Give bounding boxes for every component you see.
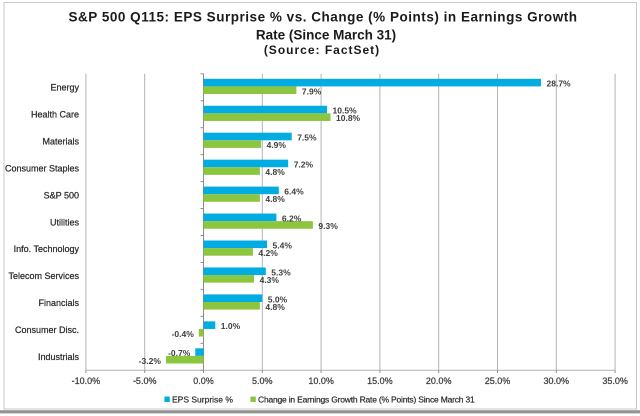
svg-text:-5.0%: -5.0%	[133, 376, 157, 386]
svg-text:5.3%: 5.3%	[271, 267, 291, 277]
svg-text:4.8%: 4.8%	[265, 302, 285, 312]
svg-text:0.0%: 0.0%	[193, 376, 214, 386]
svg-text:20.0%: 20.0%	[426, 376, 452, 386]
svg-text:9.3%: 9.3%	[318, 221, 338, 231]
svg-text:6.4%: 6.4%	[284, 186, 304, 196]
svg-text:Info. Technology: Info. Technology	[14, 244, 80, 254]
svg-text:Telecom Services: Telecom Services	[8, 271, 79, 281]
svg-text:S&P 500 Q115: EPS Surprise % v: S&P 500 Q115: EPS Surprise % vs. Change …	[68, 10, 577, 25]
svg-text:Health Care: Health Care	[31, 109, 79, 119]
svg-text:4.3%: 4.3%	[260, 275, 280, 285]
svg-text:-3.2%: -3.2%	[139, 356, 162, 366]
svg-text:Financials: Financials	[38, 298, 79, 308]
svg-text:5.4%: 5.4%	[273, 240, 293, 250]
svg-text:4.8%: 4.8%	[265, 167, 285, 177]
svg-text:30.0%: 30.0%	[544, 376, 570, 386]
svg-text:Materials: Materials	[42, 136, 79, 146]
svg-text:S&P 500: S&P 500	[44, 190, 79, 200]
svg-text:5.0%: 5.0%	[252, 376, 273, 386]
svg-text:7.9%: 7.9%	[302, 86, 322, 96]
svg-text:35.0%: 35.0%	[602, 376, 628, 386]
svg-text:1.0%: 1.0%	[221, 321, 241, 331]
svg-text:10.5%: 10.5%	[333, 106, 358, 116]
svg-text:Utilities: Utilities	[50, 217, 80, 227]
svg-text:(Source: FactSet): (Source: FactSet)	[264, 43, 380, 57]
svg-text:7.2%: 7.2%	[294, 160, 314, 170]
svg-text:15.0%: 15.0%	[367, 376, 393, 386]
svg-text:Change in Earnings Growth Rate: Change in Earnings Growth Rate (% Points…	[258, 394, 475, 404]
svg-text:4.2%: 4.2%	[258, 248, 278, 258]
svg-text:Consumer Staples: Consumer Staples	[5, 163, 80, 173]
svg-text:6.2%: 6.2%	[282, 213, 302, 223]
svg-text:EPS Surprise %: EPS Surprise %	[172, 394, 233, 404]
svg-text:4.8%: 4.8%	[265, 194, 285, 204]
svg-text:5.0%: 5.0%	[268, 294, 288, 304]
svg-text:4.9%: 4.9%	[267, 140, 287, 150]
svg-text:-0.4%: -0.4%	[172, 329, 195, 339]
svg-text:10.0%: 10.0%	[308, 376, 334, 386]
svg-text:Industrials: Industrials	[38, 352, 80, 362]
svg-text:-0.7%: -0.7%	[168, 348, 191, 358]
svg-text:Energy: Energy	[50, 83, 79, 93]
svg-text:Rate (Since March 31): Rate (Since March 31)	[256, 27, 396, 42]
svg-text:25.0%: 25.0%	[485, 376, 511, 386]
svg-text:-10.0%: -10.0%	[72, 376, 101, 386]
svg-text:7.5%: 7.5%	[297, 133, 317, 143]
svg-text:10.8%: 10.8%	[336, 113, 361, 123]
svg-text:Consumer Disc.: Consumer Disc.	[15, 325, 79, 335]
svg-text:28.7%: 28.7%	[547, 79, 572, 89]
